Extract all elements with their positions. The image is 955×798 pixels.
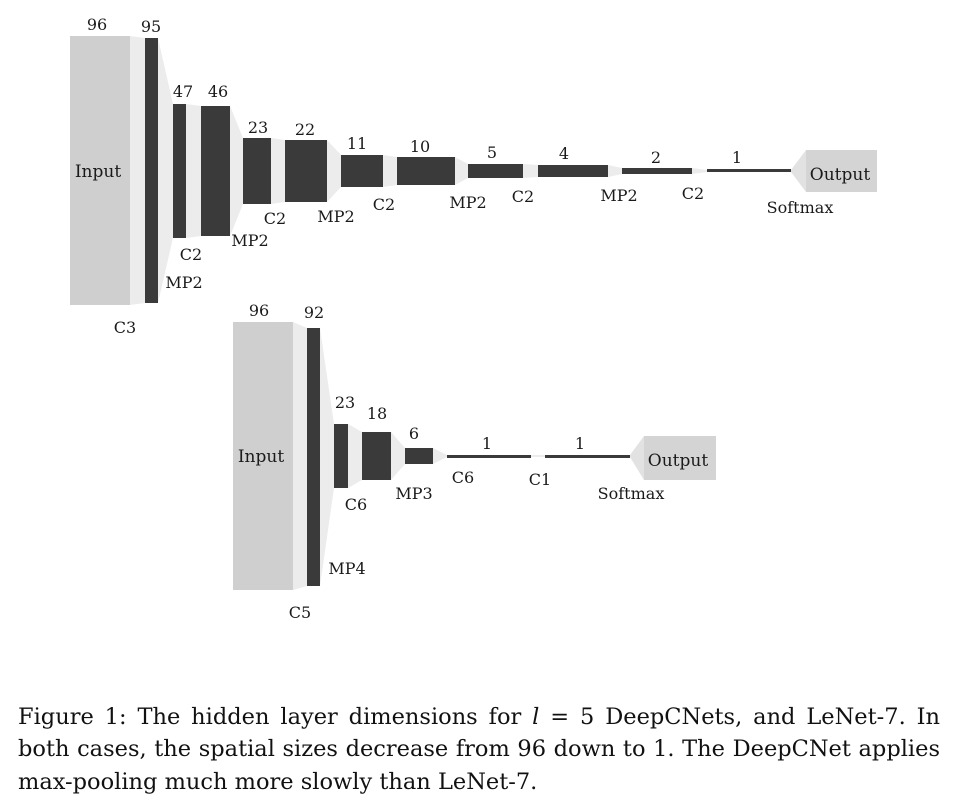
layer-block bbox=[307, 328, 320, 586]
layer-block bbox=[538, 165, 608, 177]
lenet-diagram: Input Output 96 92 23 18 6 1 1 C5 MP4 C6… bbox=[233, 301, 716, 622]
layer-block bbox=[243, 138, 271, 204]
output-label: Output bbox=[810, 165, 871, 185]
funnel-connector bbox=[608, 165, 622, 177]
op-label: MP2 bbox=[600, 186, 637, 205]
funnel-connector bbox=[531, 455, 545, 457]
layer-block bbox=[468, 164, 523, 178]
layer-block bbox=[201, 106, 230, 236]
size-label: 96 bbox=[249, 301, 269, 320]
size-label: 18 bbox=[367, 404, 387, 423]
funnel-connector bbox=[130, 36, 145, 305]
layer-block bbox=[545, 455, 630, 458]
size-label: 22 bbox=[295, 120, 315, 139]
layer-block bbox=[173, 104, 186, 238]
funnel-connector bbox=[348, 424, 362, 488]
size-label: 92 bbox=[304, 303, 324, 322]
op-label: MP2 bbox=[317, 207, 354, 226]
size-label: 47 bbox=[173, 82, 193, 101]
layer-block bbox=[622, 168, 692, 174]
input-label: Input bbox=[75, 162, 121, 182]
op-label: MP2 bbox=[231, 231, 268, 250]
funnel-connector bbox=[158, 38, 173, 303]
layer-block bbox=[341, 155, 383, 187]
size-label: 1 bbox=[575, 434, 585, 453]
op-label: C6 bbox=[345, 495, 367, 514]
op-label: C2 bbox=[373, 195, 395, 214]
layer-block bbox=[707, 169, 791, 172]
op-label: C2 bbox=[264, 209, 286, 228]
op-label: MP2 bbox=[449, 193, 486, 212]
op-label: C2 bbox=[512, 187, 534, 206]
op-label: Softmax bbox=[767, 198, 834, 217]
op-label: C2 bbox=[682, 184, 704, 203]
op-label: C2 bbox=[180, 245, 202, 264]
op-label: C1 bbox=[529, 470, 551, 489]
funnel-connector bbox=[523, 164, 538, 178]
layer-block bbox=[447, 455, 531, 458]
funnel-connector bbox=[630, 436, 644, 480]
figure-caption: Figure 1: The hidden layer dimensions fo… bbox=[18, 701, 940, 798]
layer-block bbox=[397, 157, 455, 185]
funnel-connector bbox=[391, 432, 405, 480]
input-label: Input bbox=[238, 447, 284, 467]
funnel-connector bbox=[433, 448, 447, 464]
size-label: 2 bbox=[651, 148, 661, 167]
op-label: C5 bbox=[289, 603, 311, 622]
funnel-connector bbox=[455, 157, 468, 185]
size-label: 23 bbox=[248, 118, 268, 137]
layer-block bbox=[145, 38, 158, 303]
output-label: Output bbox=[648, 451, 709, 471]
size-label: 1 bbox=[732, 148, 742, 167]
size-label: 46 bbox=[208, 82, 228, 101]
funnel-connector bbox=[293, 322, 307, 590]
size-label: 4 bbox=[559, 144, 569, 163]
size-label: 23 bbox=[335, 393, 355, 412]
size-label: 5 bbox=[487, 143, 497, 162]
funnel-connector bbox=[230, 106, 243, 236]
deepcnet-diagram: Input Output 96 95 47 46 23 22 11 10 5 4… bbox=[70, 15, 877, 337]
funnel-connector bbox=[271, 138, 285, 204]
funnel-connector bbox=[791, 150, 806, 192]
op-label: C3 bbox=[114, 318, 136, 337]
size-label: 6 bbox=[409, 424, 419, 443]
caption-prefix: Figure 1: The hidden layer dimensions fo… bbox=[18, 704, 532, 730]
network-architecture-diagram: Input Output 96 95 47 46 23 22 11 10 5 4… bbox=[0, 0, 955, 640]
op-label: Softmax bbox=[598, 484, 665, 503]
funnel-connector bbox=[383, 155, 397, 187]
layer-block bbox=[334, 424, 348, 488]
size-label: 11 bbox=[347, 134, 367, 153]
op-label: MP3 bbox=[395, 484, 432, 503]
layer-block bbox=[362, 432, 391, 480]
op-label: MP2 bbox=[165, 273, 202, 292]
layer-block bbox=[405, 448, 433, 464]
size-label: 10 bbox=[410, 137, 430, 156]
size-label: 1 bbox=[482, 434, 492, 453]
funnel-connector bbox=[320, 328, 334, 586]
op-label: MP4 bbox=[328, 559, 365, 578]
layer-block bbox=[285, 140, 327, 202]
op-label: C6 bbox=[452, 468, 474, 487]
size-label: 95 bbox=[141, 17, 161, 36]
funnel-connector bbox=[692, 168, 707, 174]
funnel-connector bbox=[186, 104, 201, 238]
funnel-connector bbox=[327, 140, 341, 202]
size-label: 96 bbox=[87, 15, 107, 34]
